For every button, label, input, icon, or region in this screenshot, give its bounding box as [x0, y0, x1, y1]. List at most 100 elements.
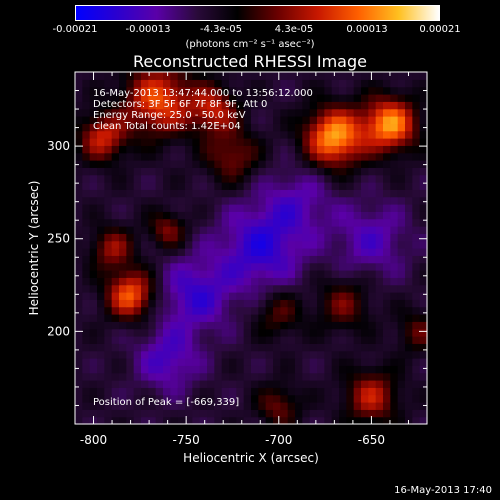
heatmap-cell: [141, 174, 149, 183]
heatmap-cell: [192, 365, 201, 374]
heatmap-cell: [177, 314, 186, 322]
heatmap-cell: [141, 343, 149, 352]
heatmap-cell: [353, 145, 362, 154]
heatmap-cell: [192, 409, 201, 418]
heatmap-cell: [155, 394, 164, 403]
heatmap-cell: [155, 211, 164, 220]
heatmap-cell: [375, 79, 384, 88]
heatmap-cell: [104, 204, 113, 212]
heatmap-cell: [199, 328, 208, 337]
heatmap-cell: [317, 409, 325, 418]
heatmap-cell: [119, 123, 127, 132]
heatmap-cell: [119, 321, 127, 330]
heatmap-cell: [324, 299, 333, 308]
heatmap-cell: [324, 248, 333, 256]
heatmap-cell: [339, 402, 347, 410]
heatmap-cell: [119, 204, 127, 212]
heatmap-cell: [192, 394, 201, 403]
heatmap-cell: [185, 94, 193, 102]
heatmap-cell: [368, 138, 377, 146]
heatmap-cell: [361, 94, 369, 102]
heatmap-cell: [126, 314, 135, 322]
heatmap-cell: [163, 402, 171, 410]
heatmap-cell: [75, 270, 83, 278]
heatmap-cell: [89, 94, 98, 102]
heatmap-cell: [295, 145, 303, 154]
heatmap-cell: [119, 343, 127, 352]
heatmap-cell: [324, 174, 333, 183]
heatmap-cell: [104, 409, 113, 418]
heatmap-cell: [251, 387, 259, 396]
heatmap-cell: [221, 365, 230, 374]
heatmap-cell: [221, 394, 230, 403]
heatmap-cell: [170, 226, 179, 234]
heatmap-cell: [177, 226, 186, 234]
heatmap-cell: [383, 86, 391, 95]
heatmap-cell: [207, 409, 215, 418]
heatmap-cell: [133, 196, 142, 205]
heatmap-cell: [353, 262, 362, 271]
heatmap-cell: [368, 387, 377, 396]
heatmap-cell: [243, 299, 252, 308]
heatmap-cell: [214, 79, 223, 88]
heatmap-cell: [383, 394, 391, 403]
heatmap-cell: [199, 358, 208, 366]
heatmap-cell: [243, 160, 252, 168]
heatmap-cell: [82, 240, 91, 249]
heatmap-cell: [346, 211, 355, 220]
heatmap-cell: [258, 226, 267, 234]
heatmap-cell: [104, 350, 113, 359]
heatmap-cell: [331, 233, 340, 242]
heatmap-cell: [324, 189, 333, 198]
heatmap-cell: [155, 416, 164, 425]
heatmap-cell: [214, 255, 223, 264]
heatmap-cell: [339, 226, 347, 234]
heatmap-cell: [229, 167, 237, 176]
heatmap-cell: [346, 94, 355, 102]
heatmap-cell: [397, 292, 406, 300]
heatmap-cell: [155, 299, 164, 308]
heatmap-cell: [221, 409, 230, 418]
heatmap-cell: [126, 116, 135, 124]
heatmap-cell: [287, 116, 296, 124]
heatmap-cell: [133, 94, 142, 102]
heatmap-cell: [331, 211, 340, 220]
heatmap-cell: [119, 116, 127, 124]
heatmap-cell: [75, 365, 83, 374]
heatmap-cell: [405, 174, 413, 183]
heatmap-cell: [221, 86, 230, 95]
heatmap-cell: [280, 255, 289, 264]
heatmap-cell: [280, 343, 289, 352]
heatmap-cell: [353, 218, 362, 227]
heatmap-cell: [97, 86, 105, 95]
heatmap-cell: [309, 358, 318, 366]
heatmap-cell: [82, 394, 91, 403]
heatmap-cell: [214, 145, 223, 154]
heatmap-cell: [185, 343, 193, 352]
heatmap-cell: [309, 292, 318, 300]
heatmap-cell: [236, 152, 245, 161]
heatmap-cell: [185, 108, 193, 117]
heatmap-cell: [302, 248, 311, 256]
heatmap-cell: [163, 365, 171, 374]
heatmap-cell: [309, 255, 318, 264]
heatmap-cell: [375, 394, 384, 403]
heatmap-cell: [265, 343, 274, 352]
heatmap-cell: [280, 226, 289, 234]
heatmap-cell: [199, 372, 208, 381]
heatmap-cell: [155, 277, 164, 286]
heatmap-cell: [163, 343, 171, 352]
heatmap-cell: [353, 196, 362, 205]
heatmap-cell: [126, 160, 135, 168]
heatmap-cell: [89, 108, 98, 117]
heatmap-cell: [133, 292, 142, 300]
heatmap-cell: [287, 101, 296, 110]
heatmap-cell: [265, 314, 274, 322]
heatmap-cell: [214, 292, 223, 300]
heatmap-cell: [265, 306, 274, 315]
heatmap-cell: [185, 336, 193, 344]
heatmap-cell: [353, 94, 362, 102]
heatmap-cell: [199, 123, 208, 132]
heatmap-cell: [324, 380, 333, 388]
heatmap-cell: [287, 277, 296, 286]
